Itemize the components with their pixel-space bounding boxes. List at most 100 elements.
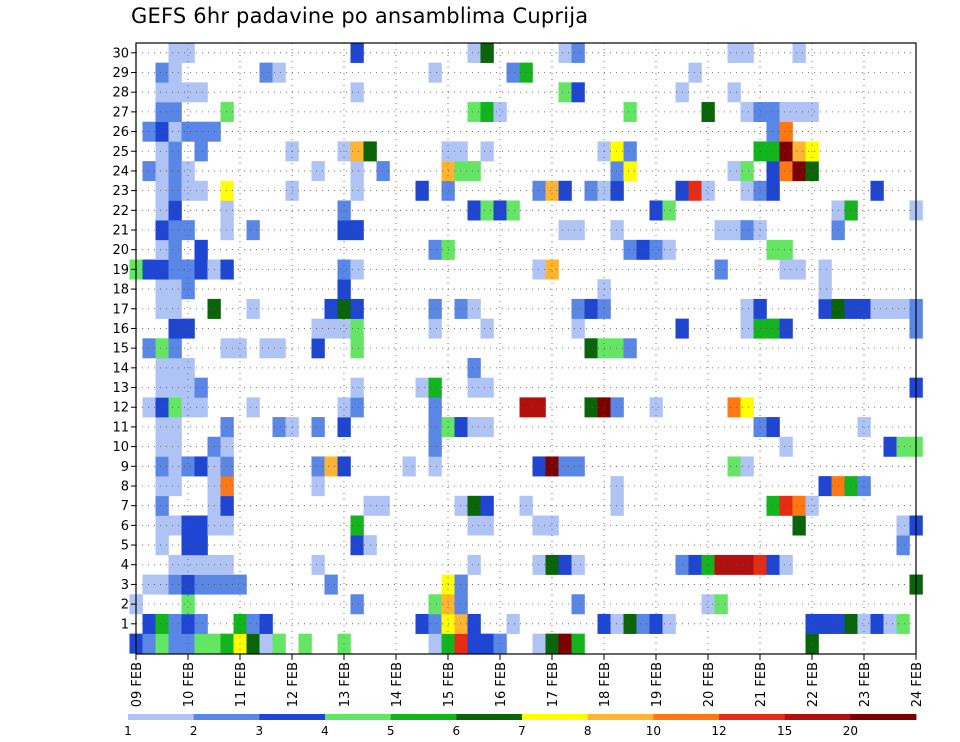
heatmap-cell xyxy=(168,417,182,438)
heatmap-cell xyxy=(740,397,754,418)
heatmap-cell xyxy=(506,613,520,634)
heatmap-cell xyxy=(792,42,806,63)
heatmap-cell xyxy=(220,456,234,477)
heatmap-cell xyxy=(350,594,364,615)
heatmap-cell xyxy=(428,377,442,398)
legend-swatch xyxy=(719,714,786,720)
heatmap-cell xyxy=(181,613,195,634)
heatmap-cell xyxy=(350,259,364,280)
heatmap-cell xyxy=(558,456,572,477)
heatmap-cell xyxy=(610,397,624,418)
heatmap-cell xyxy=(168,180,182,201)
heatmap-cell xyxy=(311,476,325,497)
heatmap-cell xyxy=(883,298,897,319)
x-tick-label: 16 FEB xyxy=(494,662,509,707)
legend-swatch xyxy=(259,714,326,720)
heatmap-cell xyxy=(649,239,663,260)
heatmap-cell xyxy=(259,633,273,654)
heatmap-cell xyxy=(194,535,208,556)
heatmap-cell xyxy=(376,161,390,182)
heatmap-cell xyxy=(337,200,351,221)
heatmap-cell xyxy=(480,495,494,516)
heatmap-cell xyxy=(220,102,234,123)
heatmap-cell xyxy=(623,239,637,260)
heatmap-cell xyxy=(467,515,481,536)
heatmap-cell xyxy=(480,200,494,221)
heatmap-cell xyxy=(194,180,208,201)
heatmap-cell xyxy=(558,42,572,63)
heatmap-cell xyxy=(168,554,182,575)
heatmap-cell xyxy=(181,318,195,339)
heatmap-cell xyxy=(766,180,780,201)
heatmap-cell xyxy=(428,298,442,319)
heatmap-cell xyxy=(168,220,182,241)
heatmap-cell xyxy=(857,476,871,497)
heatmap-cell xyxy=(142,338,156,359)
heatmap-cell xyxy=(350,161,364,182)
x-tick-label: 22 FEB xyxy=(806,662,821,707)
heatmap-cell xyxy=(662,613,676,634)
heatmap-cell xyxy=(272,62,286,83)
heatmap-cell xyxy=(818,298,832,319)
y-axis: 1234567891011121314151617181920212223242… xyxy=(112,46,136,632)
heatmap-cell xyxy=(220,220,234,241)
heatmap-cell xyxy=(649,397,663,418)
heatmap-cell xyxy=(662,200,676,221)
heatmap-cell xyxy=(688,180,702,201)
heatmap-cell xyxy=(779,239,793,260)
heatmap-cell xyxy=(259,338,273,359)
heatmap-cell xyxy=(467,613,481,634)
heatmap-cell xyxy=(155,377,169,398)
heatmap-cell xyxy=(714,220,728,241)
heatmap-cell xyxy=(324,574,338,595)
heatmap-cell xyxy=(701,554,715,575)
heatmap-cell xyxy=(181,180,195,201)
heatmap-cell xyxy=(688,62,702,83)
heatmap-cell xyxy=(428,417,442,438)
heatmap-cell xyxy=(896,298,910,319)
heatmap-cell xyxy=(142,259,156,280)
heatmap-cell xyxy=(610,476,624,497)
legend-swatch xyxy=(128,714,195,720)
heatmap-cell xyxy=(220,476,234,497)
heatmap-cell xyxy=(337,298,351,319)
y-tick-label: 3 xyxy=(121,578,129,593)
heatmap-cell xyxy=(844,298,858,319)
heatmap-cell xyxy=(233,338,247,359)
heatmap-cell xyxy=(636,613,650,634)
heatmap-cell xyxy=(467,42,481,63)
heatmap-cell xyxy=(818,613,832,634)
heatmap-cell xyxy=(233,574,247,595)
x-tick-label: 12 FEB xyxy=(286,662,301,707)
heatmap-cell xyxy=(155,417,169,438)
heatmap-cell xyxy=(259,613,273,634)
heatmap-cell xyxy=(155,357,169,378)
heatmap-cell xyxy=(155,515,169,536)
heatmap-cell xyxy=(142,161,156,182)
heatmap-cell xyxy=(792,495,806,516)
heatmap-cell xyxy=(844,200,858,221)
heatmap-cell xyxy=(155,338,169,359)
heatmap-cell xyxy=(545,515,559,536)
grid-lines xyxy=(135,43,917,654)
heatmap-cell xyxy=(246,613,260,634)
heatmap-cell xyxy=(233,613,247,634)
heatmap-cell xyxy=(649,613,663,634)
y-tick-label: 25 xyxy=(112,145,129,160)
heatmap-cell xyxy=(532,633,546,654)
heatmap-cell xyxy=(454,633,468,654)
heatmap-cell xyxy=(168,62,182,83)
heatmap-cell xyxy=(896,436,910,457)
legend-label: 15 xyxy=(777,724,792,738)
legend-swatch xyxy=(653,714,720,720)
heatmap-cell xyxy=(350,82,364,103)
heatmap-cell xyxy=(155,259,169,280)
heatmap-cell xyxy=(558,82,572,103)
heatmap-cell xyxy=(168,338,182,359)
heatmap-cell xyxy=(350,377,364,398)
y-tick-label: 8 xyxy=(121,479,129,494)
heatmap-cell xyxy=(610,141,624,162)
heatmap-cell xyxy=(181,82,195,103)
legend-label: 10 xyxy=(646,724,661,738)
heatmap-cell xyxy=(571,633,585,654)
